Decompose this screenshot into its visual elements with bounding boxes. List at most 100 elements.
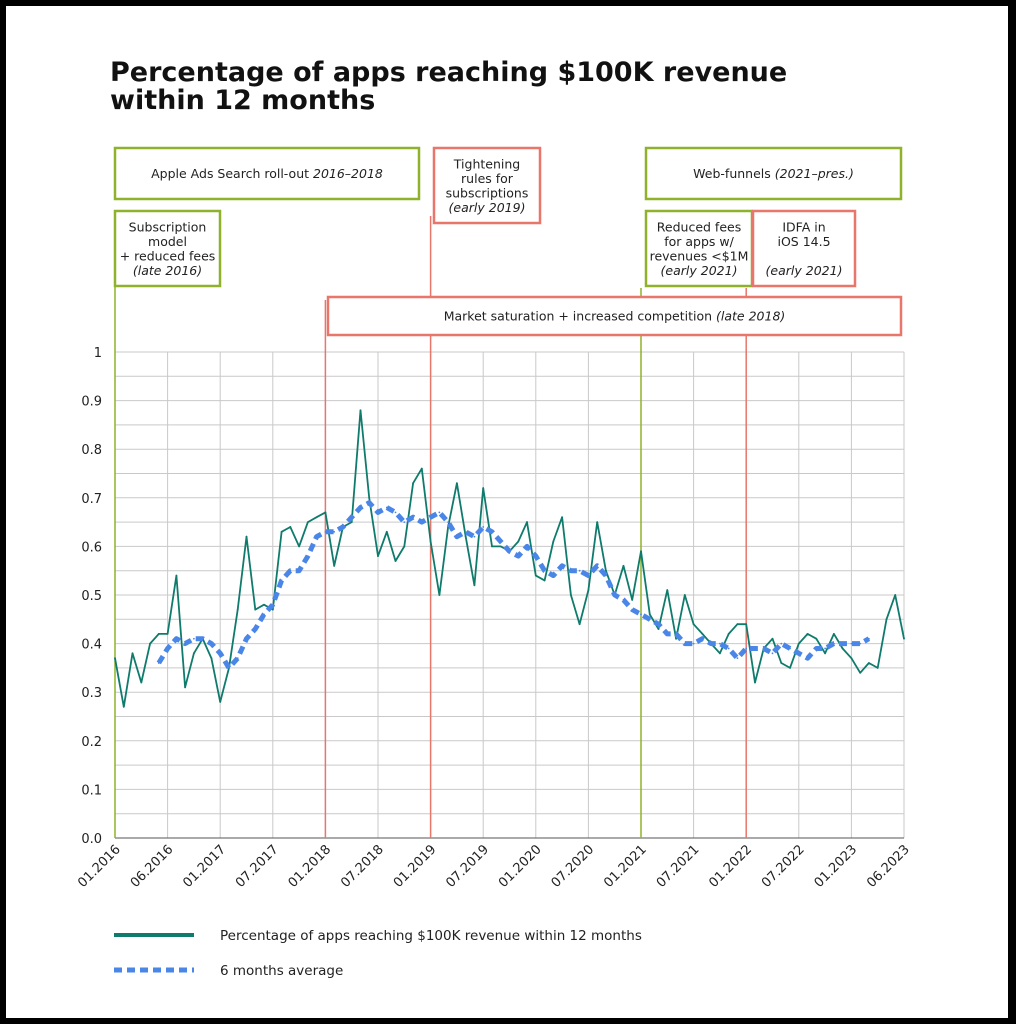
data-point-average [569, 569, 572, 572]
data-point-monthly [482, 487, 485, 489]
data-point-monthly [780, 662, 783, 664]
annotation-text: (late 2016) [133, 263, 202, 278]
x-tick-label: 07.2018 [338, 842, 387, 891]
x-tick-label: 01.2021 [601, 842, 650, 891]
data-point-monthly [122, 705, 125, 708]
data-point-monthly [859, 671, 862, 674]
data-point-average [552, 574, 555, 577]
data-point-average [315, 535, 318, 538]
data-point-monthly [149, 642, 151, 645]
data-point-average [526, 545, 528, 548]
y-tick-label: 1 [94, 346, 102, 361]
annotation-text: (early 2021) [766, 263, 843, 278]
data-point-monthly [175, 574, 178, 577]
data-point-average [771, 652, 774, 655]
event-annotations: Apple Ads Search roll-out 2016–2018 Tight… [113, 146, 903, 337]
data-point-monthly [806, 632, 809, 635]
data-point-monthly [429, 540, 432, 543]
data-point-average [868, 637, 870, 640]
data-point-average [797, 652, 800, 655]
y-tick-label: 0.5 [81, 589, 102, 604]
data-point-average [578, 569, 581, 572]
data-point-monthly [394, 560, 397, 562]
x-tick-label: 01.2022 [706, 842, 755, 891]
chart-frame: Percentage of apps reaching $100K revenu… [6, 6, 1008, 1018]
data-point-average [701, 637, 704, 640]
data-point-monthly [543, 579, 546, 582]
data-point-average [491, 530, 493, 533]
data-point-monthly [324, 511, 327, 514]
x-tick-label: 01.2016 [75, 842, 124, 891]
x-tick-label: 01.2019 [391, 842, 440, 891]
data-point-average [754, 647, 756, 650]
chart-title-line-2: within 12 months [110, 85, 375, 116]
data-point-monthly [648, 613, 651, 616]
annotation-text: Web-funnels (2021–pres.) [693, 166, 854, 181]
data-point-average [534, 555, 537, 558]
annotation-text: iOS 14.5 [777, 234, 830, 249]
data-point-monthly [499, 545, 502, 548]
data-point-monthly [903, 637, 905, 640]
data-point-average [298, 569, 300, 572]
data-point-monthly [193, 652, 195, 655]
data-point-average [859, 642, 862, 645]
data-point-average [193, 637, 195, 640]
data-point-monthly [640, 550, 642, 553]
data-point-average [324, 530, 327, 533]
data-point-monthly [114, 657, 116, 660]
data-point-monthly [236, 608, 239, 611]
data-point-monthly [631, 598, 634, 601]
data-point-monthly [166, 632, 169, 635]
y-tick-label: 0.6 [81, 540, 102, 555]
data-point-average [219, 652, 222, 655]
data-point-monthly [526, 521, 528, 523]
y-axis-ticks: 0.0 0.1 0.2 0.3 0.4 0.5 0.6 0.7 0.8 0.9 1 [81, 346, 102, 847]
annotation-text: IDFA in [782, 219, 825, 234]
data-point-monthly [754, 681, 756, 684]
y-tick-label: 0.4 [81, 638, 102, 653]
data-point-average [403, 521, 406, 523]
data-point-monthly [210, 657, 213, 660]
data-point-average [412, 516, 414, 519]
data-point-average [342, 526, 344, 528]
data-point-average [657, 623, 660, 626]
data-point-monthly [298, 545, 300, 548]
annotation-box [751, 209, 857, 288]
data-point-monthly [420, 467, 423, 470]
data-point-monthly [771, 637, 774, 640]
data-point-average [350, 516, 353, 519]
data-point-monthly [675, 637, 677, 640]
data-point-monthly [719, 652, 721, 655]
y-tick-label: 0.8 [81, 443, 102, 458]
data-point-monthly [894, 594, 897, 596]
data-point-monthly [403, 545, 406, 548]
annotation-box [113, 146, 421, 201]
data-point-monthly [464, 535, 467, 538]
data-point-average [499, 540, 502, 543]
data-point-average [157, 662, 160, 664]
data-point-monthly [736, 623, 739, 626]
data-point-average [850, 642, 853, 645]
x-tick-label: 06.2023 [864, 842, 913, 891]
annotation-text: (early 2021) [661, 263, 738, 278]
data-point-monthly [306, 521, 309, 523]
data-point-average [280, 579, 283, 582]
data-point-average [832, 642, 835, 645]
x-tick-label: 01.2023 [812, 842, 861, 891]
annotation-box [113, 209, 222, 288]
annotation-text: for apps w/ [664, 234, 734, 249]
data-point-monthly [552, 540, 555, 543]
data-point-monthly [578, 623, 581, 626]
data-point-average [596, 564, 599, 567]
line-chart: Percentage of apps reaching $100K revenu… [75, 57, 913, 979]
data-point-average [824, 647, 826, 650]
data-point-monthly [289, 526, 292, 528]
data-point-average [719, 642, 721, 645]
series-lines [114, 409, 905, 708]
data-point-monthly [876, 667, 879, 669]
data-point-monthly [333, 564, 336, 567]
data-point-monthly [701, 632, 704, 635]
data-point-average [675, 632, 677, 635]
data-point-monthly [824, 652, 826, 655]
